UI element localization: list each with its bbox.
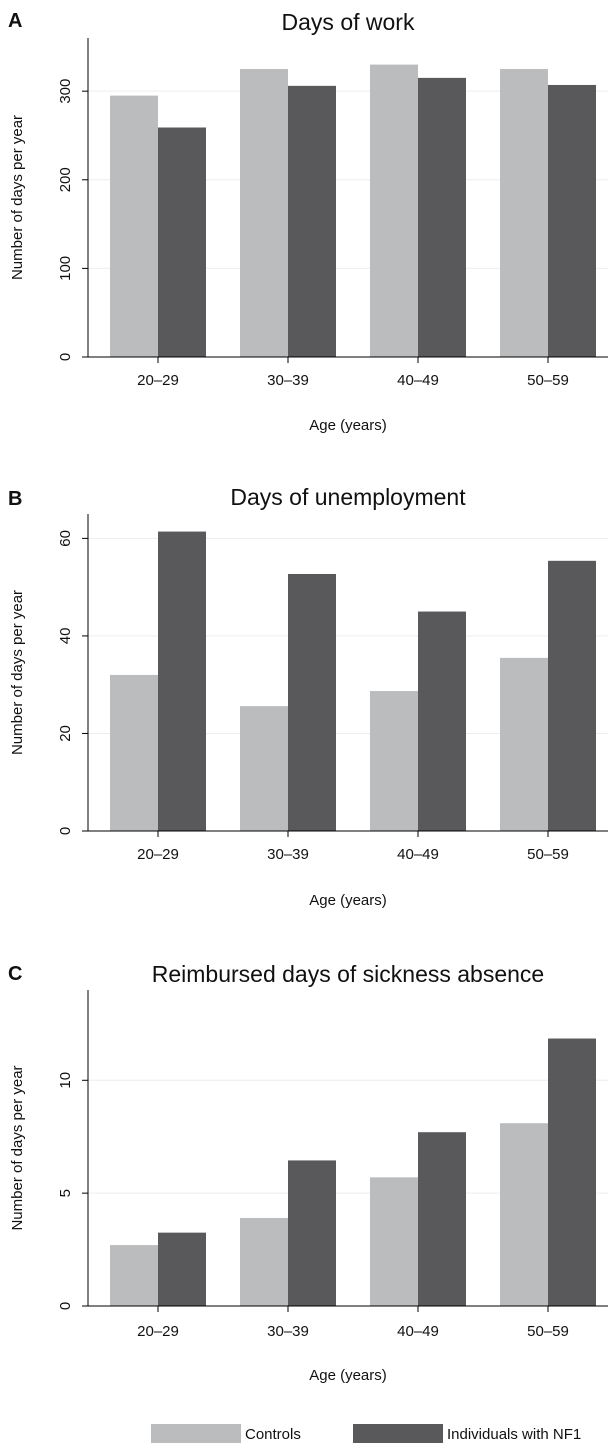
panel-title: Reimbursed days of sickness absence: [152, 961, 544, 987]
panel-letter: B: [8, 488, 22, 510]
y-tick-label: 0: [57, 353, 74, 361]
legend-swatch-controls: [151, 1424, 241, 1443]
y-tick-label: 60: [57, 530, 74, 547]
x-tick-label: 30–39: [267, 1323, 309, 1340]
y-axis-label: Number of days per year: [9, 115, 26, 280]
x-axis-label: Age (years): [309, 1367, 387, 1384]
y-axis-label: Number of days per year: [9, 590, 26, 755]
bar-nf1-4: [548, 560, 596, 831]
bar-nf1-3: [418, 77, 466, 357]
panel-b: 0 20 40 60 20–29 30–39 40–49 50–59 Age (years) Nu…: [8, 484, 608, 909]
bar-nf1-2: [288, 1160, 336, 1306]
bar-controls-2: [240, 706, 288, 831]
bar-controls-4: [500, 1123, 548, 1306]
bar-controls-1: [110, 674, 158, 831]
y-axis-label: Number of days per year: [9, 1065, 26, 1230]
legend-label-nf1: Individuals with NF1: [447, 1426, 581, 1443]
panel-c: 0 5 10 20–29 30–39 40–49 50–59 Age (years) Numbe…: [8, 961, 608, 1384]
x-tick-label: 40–49: [397, 1323, 439, 1340]
bar-controls-2: [240, 69, 288, 357]
y-tick-label: 5: [57, 1189, 74, 1197]
y-tick-label: 0: [57, 1302, 74, 1310]
x-tick-label: 50–59: [527, 1323, 569, 1340]
panel-letter: A: [8, 10, 22, 32]
x-axis-label: Age (years): [309, 417, 387, 434]
y-tick-label: 0: [57, 827, 74, 835]
x-tick-label: 20–29: [137, 372, 179, 389]
bar-nf1-2: [288, 85, 336, 357]
y-tick-label: 20: [57, 725, 74, 742]
panel-letter: C: [8, 963, 22, 985]
bar-nf1-1: [158, 127, 206, 357]
x-tick-label: 40–49: [397, 846, 439, 863]
bar-nf1-2: [288, 573, 336, 831]
legend-swatch-nf1: [353, 1424, 443, 1443]
x-tick-label: 50–59: [527, 372, 569, 389]
bar-nf1-3: [418, 611, 466, 831]
legend-label-controls: Controls: [245, 1426, 301, 1443]
bar-nf1-4: [548, 1038, 596, 1306]
y-tick-label: 100: [57, 256, 74, 281]
bar-controls-4: [500, 69, 548, 357]
y-tick-label: 40: [57, 628, 74, 645]
panel-title: Days of unemployment: [230, 484, 466, 510]
bar-nf1-4: [548, 84, 596, 357]
bar-controls-4: [500, 657, 548, 831]
x-tick-label: 30–39: [267, 846, 309, 863]
bar-nf1-1: [158, 1232, 206, 1306]
x-tick-label: 40–49: [397, 372, 439, 389]
y-tick-label: 200: [57, 167, 74, 192]
bar-controls-3: [370, 1177, 418, 1306]
y-tick-label: 300: [57, 79, 74, 104]
x-tick-label: 30–39: [267, 372, 309, 389]
y-tick-label: 10: [57, 1072, 74, 1089]
x-tick-label: 20–29: [137, 1323, 179, 1340]
panel-a: 0 100 200 300 20–29 30–39 40–49 50–59 Age (years…: [8, 9, 608, 434]
bar-nf1-3: [418, 1132, 466, 1306]
bar-controls-3: [370, 691, 418, 831]
x-axis-label: Age (years): [309, 892, 387, 909]
bar-controls-1: [110, 1245, 158, 1306]
bar-nf1-1: [158, 531, 206, 831]
legend: Controls Individuals with NF1: [151, 1424, 581, 1443]
panel-title: Days of work: [282, 9, 415, 35]
x-tick-label: 20–29: [137, 846, 179, 863]
x-tick-label: 50–59: [527, 846, 569, 863]
bar-controls-2: [240, 1217, 288, 1306]
bar-controls-1: [110, 95, 158, 357]
bar-controls-3: [370, 64, 418, 357]
